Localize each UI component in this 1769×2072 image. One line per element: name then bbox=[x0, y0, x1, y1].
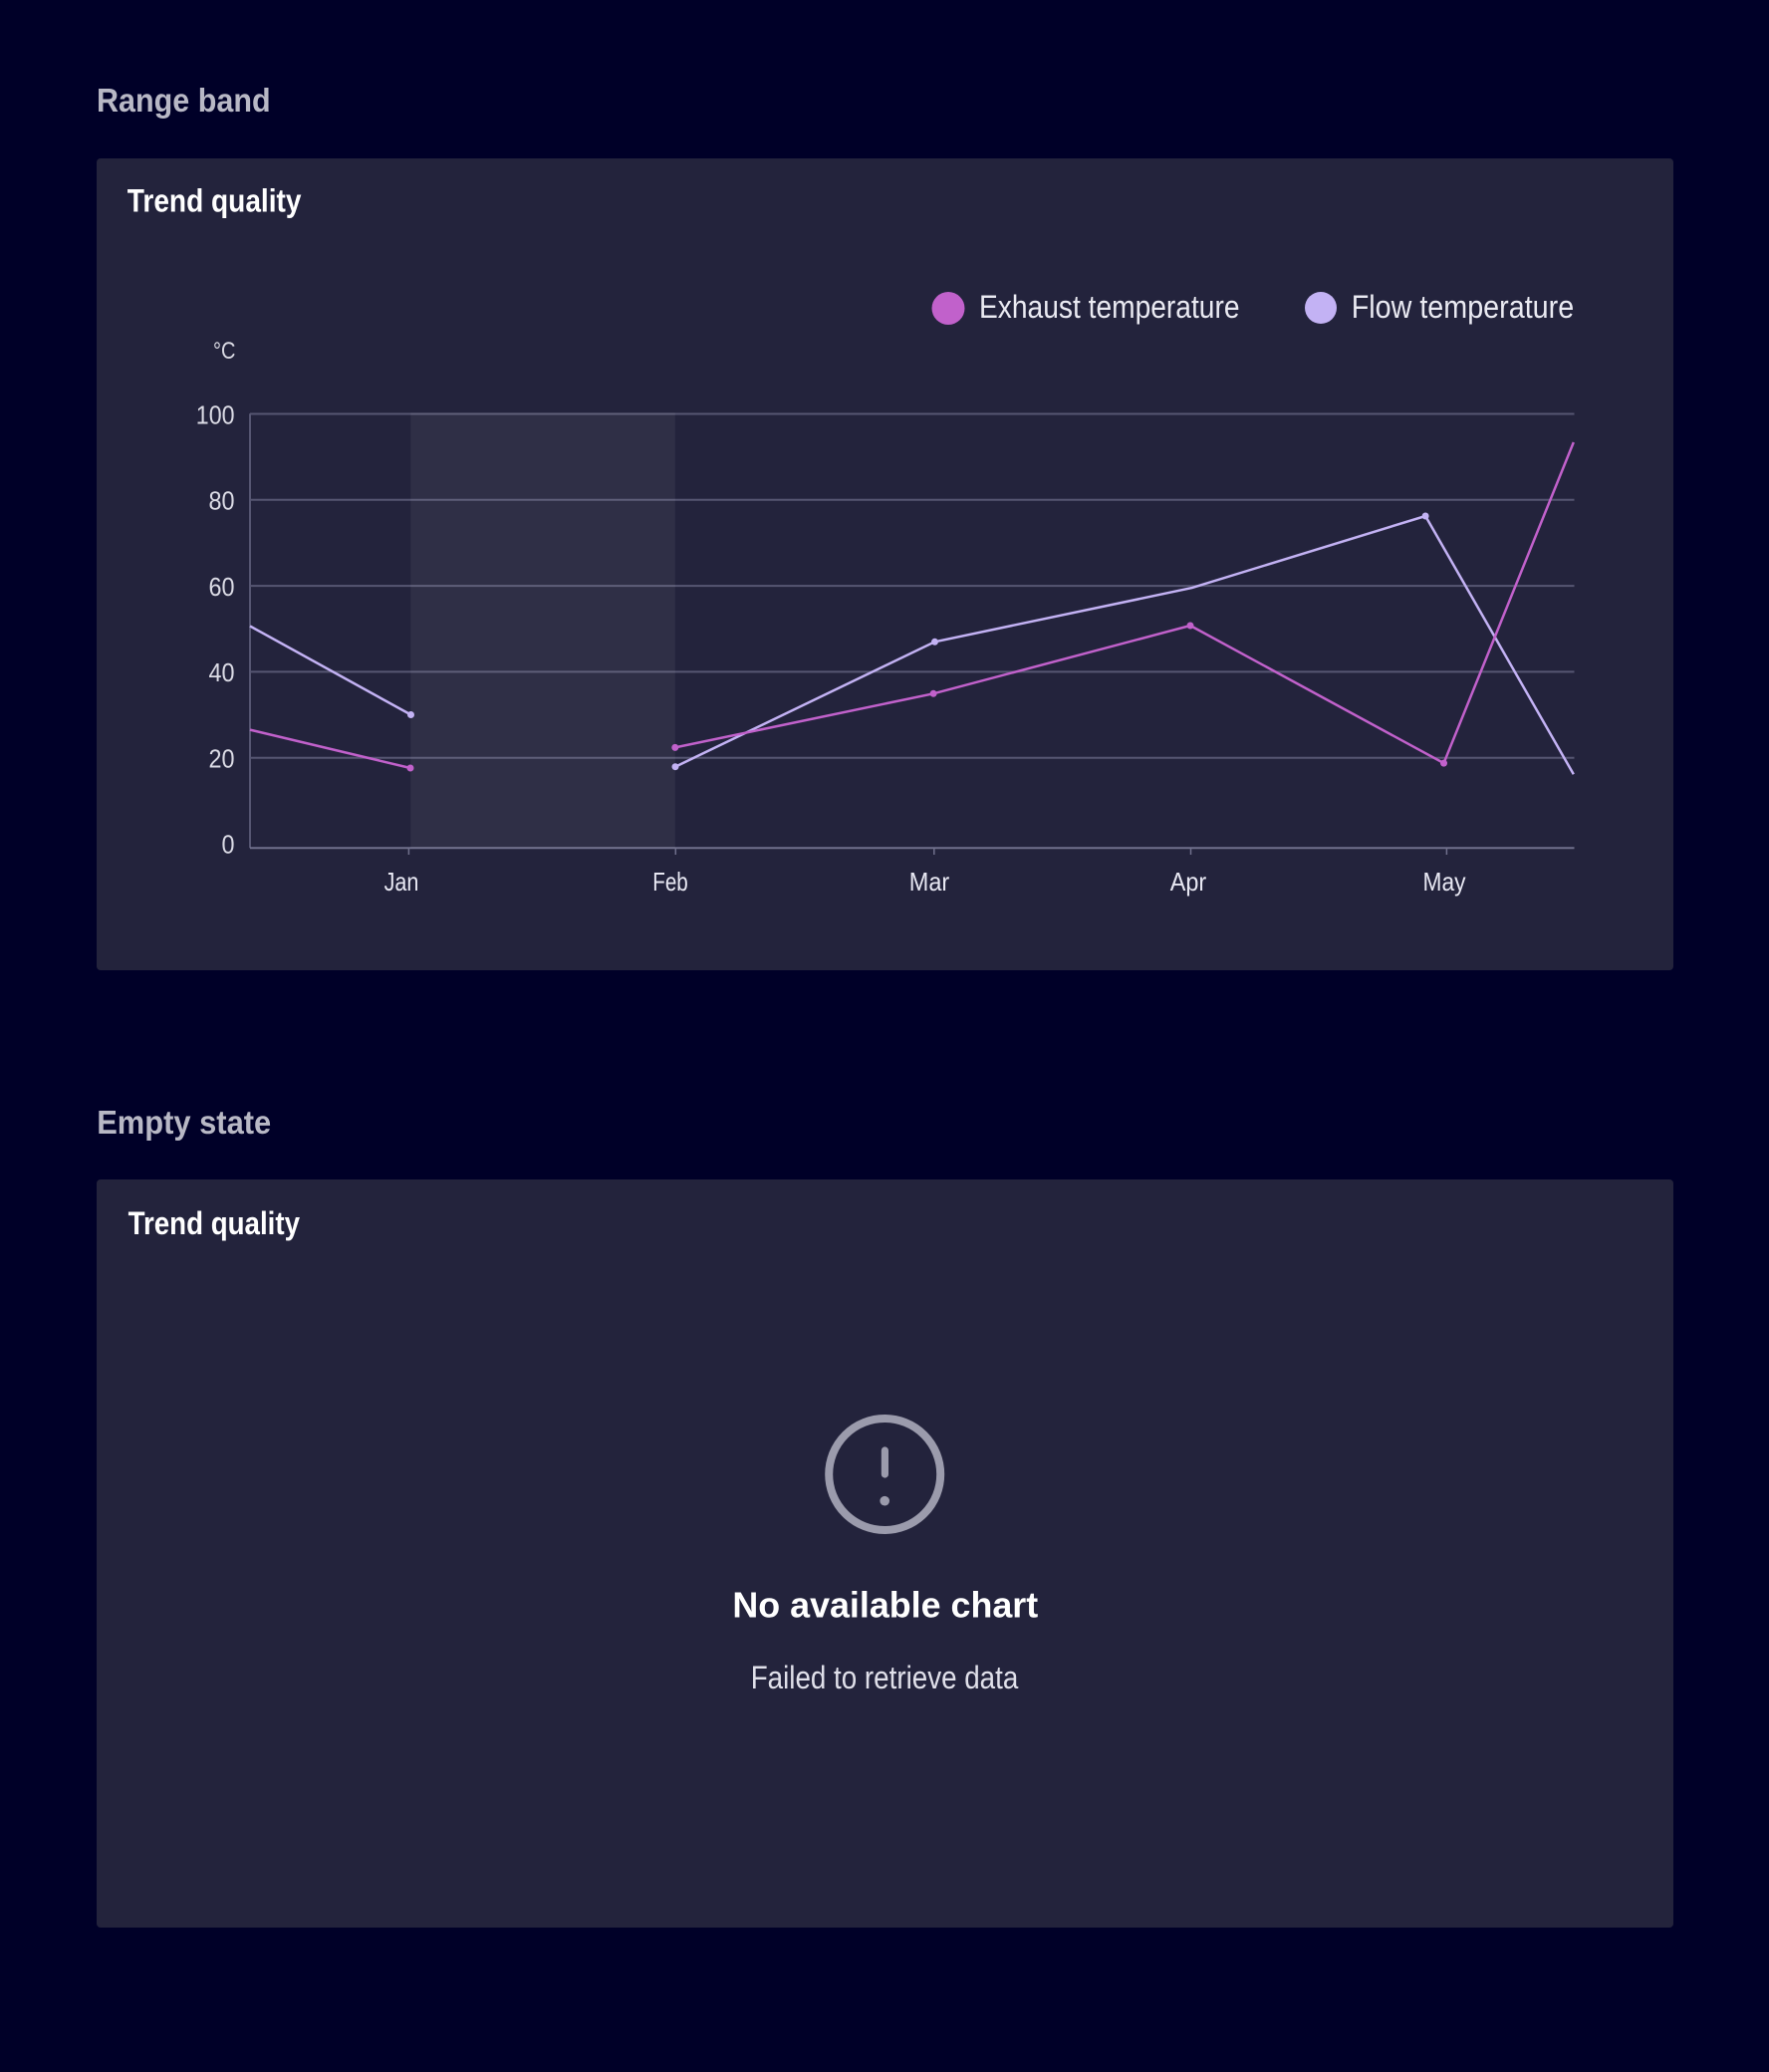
svg-text:Flow temperature: Flow temperature bbox=[1352, 289, 1575, 325]
svg-text:Jan: Jan bbox=[384, 867, 419, 897]
svg-text:80: 80 bbox=[209, 486, 235, 516]
svg-text:May: May bbox=[1423, 867, 1466, 897]
svg-text:Exhaust temperature: Exhaust temperature bbox=[979, 289, 1240, 325]
svg-text:Trend quality: Trend quality bbox=[127, 183, 302, 219]
svg-text:No available chart: No available chart bbox=[732, 1584, 1038, 1625]
svg-text:Mar: Mar bbox=[909, 867, 950, 897]
svg-text:Trend quality: Trend quality bbox=[128, 1205, 301, 1241]
svg-text:°C: °C bbox=[213, 338, 235, 365]
svg-text:0: 0 bbox=[222, 829, 235, 859]
svg-text:100: 100 bbox=[196, 399, 235, 429]
svg-text:Empty state: Empty state bbox=[97, 1104, 271, 1141]
svg-text:Range band: Range band bbox=[97, 82, 271, 119]
svg-text:40: 40 bbox=[209, 657, 235, 687]
svg-text:Feb: Feb bbox=[652, 867, 688, 897]
svg-text:Apr: Apr bbox=[1170, 867, 1207, 897]
svg-text:20: 20 bbox=[209, 744, 235, 774]
svg-text:60: 60 bbox=[209, 572, 235, 602]
svg-text:Failed to retrieve data: Failed to retrieve data bbox=[751, 1660, 1019, 1695]
